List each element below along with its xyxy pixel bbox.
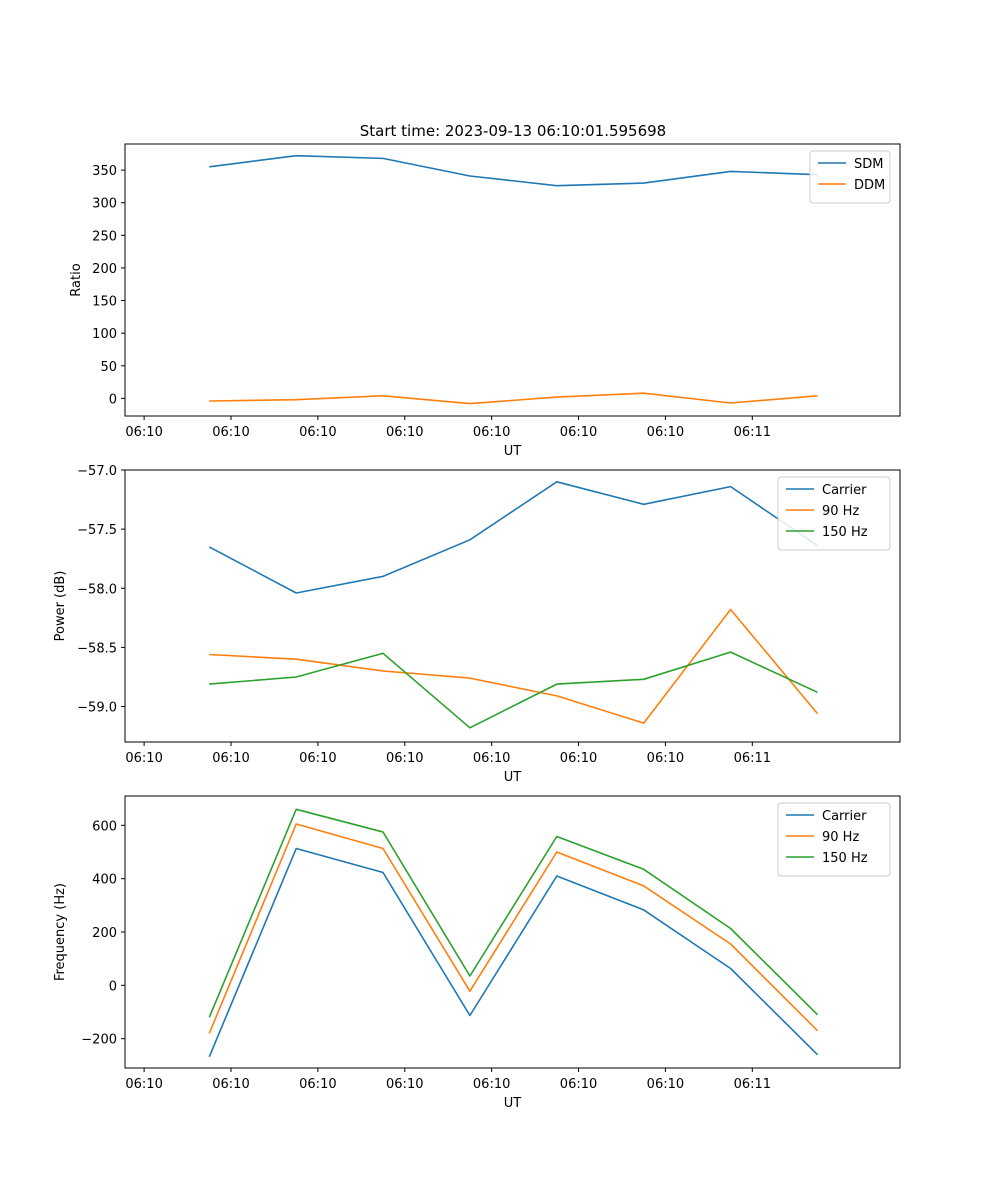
ratio-y-tick-label: 200 (92, 262, 117, 277)
power-series-line-carrier (208, 480, 818, 594)
ratio-y-tick-label: 150 (92, 295, 117, 310)
frequency-x-tick-label: 06:10 (560, 1077, 597, 1092)
power-x-tick-label: 06:10 (386, 751, 423, 766)
frequency-legend-label: 150 Hz (822, 851, 868, 866)
ratio-y-tick-label: 350 (92, 164, 117, 179)
frequency-y-tick-label: −200 (81, 1033, 117, 1048)
frequency-series-line-90-hz (208, 823, 819, 1034)
frequency-x-tick-label: 06:11 (734, 1077, 771, 1092)
ratio-y-tick-label: 250 (92, 229, 117, 244)
ratio-x-tick-label: 06:10 (386, 425, 423, 440)
ratio-x-tick-label: 06:10 (125, 425, 162, 440)
power-y-tick-label: −59.0 (77, 701, 117, 716)
frequency-x-tick-label: 06:10 (125, 1077, 162, 1092)
ratio-x-tick-label: 06:10 (473, 425, 510, 440)
frequency-y-tick-label: 400 (92, 873, 117, 888)
frequency-x-tick-label: 06:10 (299, 1077, 336, 1092)
power-x-tick-label: 06:10 (560, 751, 597, 766)
ratio-x-axis-label: UT (504, 444, 522, 459)
frequency-x-tick-label: 06:10 (473, 1077, 510, 1092)
power-y-tick-label: −57.0 (77, 464, 117, 479)
frequency-series-line-carrier (208, 847, 819, 1058)
ratio-x-tick-label: 06:10 (560, 425, 597, 440)
power-axes-frame (124, 469, 901, 743)
ratio-axes-frame (124, 143, 901, 417)
power-x-tick-label: 06:10 (212, 751, 249, 766)
frequency-legend-label: 90 Hz (822, 830, 859, 845)
ratio-x-tick-label: 06:10 (299, 425, 336, 440)
frequency-legend-label: Carrier (822, 809, 867, 824)
ratio-x-tick-label: 06:11 (734, 425, 771, 440)
power-series-line-150-hz (209, 651, 818, 729)
ratio-panel: 06:10 06:10 06:10 06:10 06:10 06:10 06:10 06:11… (69, 143, 901, 459)
frequency-x-tick-label: 06:10 (386, 1077, 423, 1092)
frequency-panel: 06:10 06:10 06:10 06:10 06:10 06:10 06:10 06:11… (53, 795, 901, 1111)
power-legend-label: Carrier (822, 483, 867, 498)
ratio-y-tick-label: 100 (92, 327, 117, 342)
ratio-series-line-sdm (209, 154, 818, 187)
power-x-tick-label: 06:10 (473, 751, 510, 766)
ratio-x-tick-label: 06:10 (212, 425, 249, 440)
power-y-axis-label: Power (dB) (53, 571, 68, 642)
frequency-y-tick-label: 200 (92, 926, 117, 941)
ratio-y-tick-label: 0 (109, 392, 117, 407)
ratio-y-tick-label: 50 (100, 360, 117, 375)
frequency-x-axis-label: UT (504, 1096, 522, 1111)
power-y-tick-label: −58.5 (77, 641, 117, 656)
ratio-x-tick-label: 06:10 (647, 425, 684, 440)
power-y-tick-label: −58.0 (77, 582, 117, 597)
frequency-x-tick-label: 06:10 (212, 1077, 249, 1092)
power-y-tick-label: −57.5 (77, 523, 117, 538)
power-x-tick-label: 06:11 (734, 751, 771, 766)
power-x-tick-label: 06:10 (125, 751, 162, 766)
frequency-y-tick-label: 600 (92, 819, 117, 834)
figure-title: Start time: 2023-09-13 06:10:01.595698 (360, 122, 666, 140)
power-legend-label: 150 Hz (822, 525, 868, 540)
ratio-y-tick-label: 300 (92, 197, 117, 212)
ratio-legend-label: SDM (854, 157, 883, 172)
ratio-legend-box (809, 150, 891, 204)
ratio-series-line-ddm (209, 392, 818, 405)
power-x-axis-label: UT (504, 770, 522, 785)
power-legend-label: 90 Hz (822, 504, 859, 519)
ratio-y-axis-label: Ratio (69, 263, 84, 296)
frequency-series-line-150-hz (208, 808, 819, 1018)
ratio-legend: SDM DDM (809, 150, 891, 204)
power-legend: Carrier 90 Hz 150 Hz (777, 476, 891, 551)
frequency-legend: Carrier 90 Hz 150 Hz (777, 802, 891, 877)
power-panel: 06:10 06:10 06:10 06:10 06:10 06:10 06:10 06:11… (53, 464, 901, 785)
frequency-x-tick-label: 06:10 (647, 1077, 684, 1092)
frequency-y-tick-label: 0 (109, 979, 117, 994)
frequency-y-axis-label: Frequency (Hz) (53, 883, 68, 981)
power-x-tick-label: 06:10 (299, 751, 336, 766)
power-series-line-90-hz (209, 608, 819, 724)
power-x-tick-label: 06:10 (647, 751, 684, 766)
ratio-legend-label: DDM (854, 178, 885, 193)
